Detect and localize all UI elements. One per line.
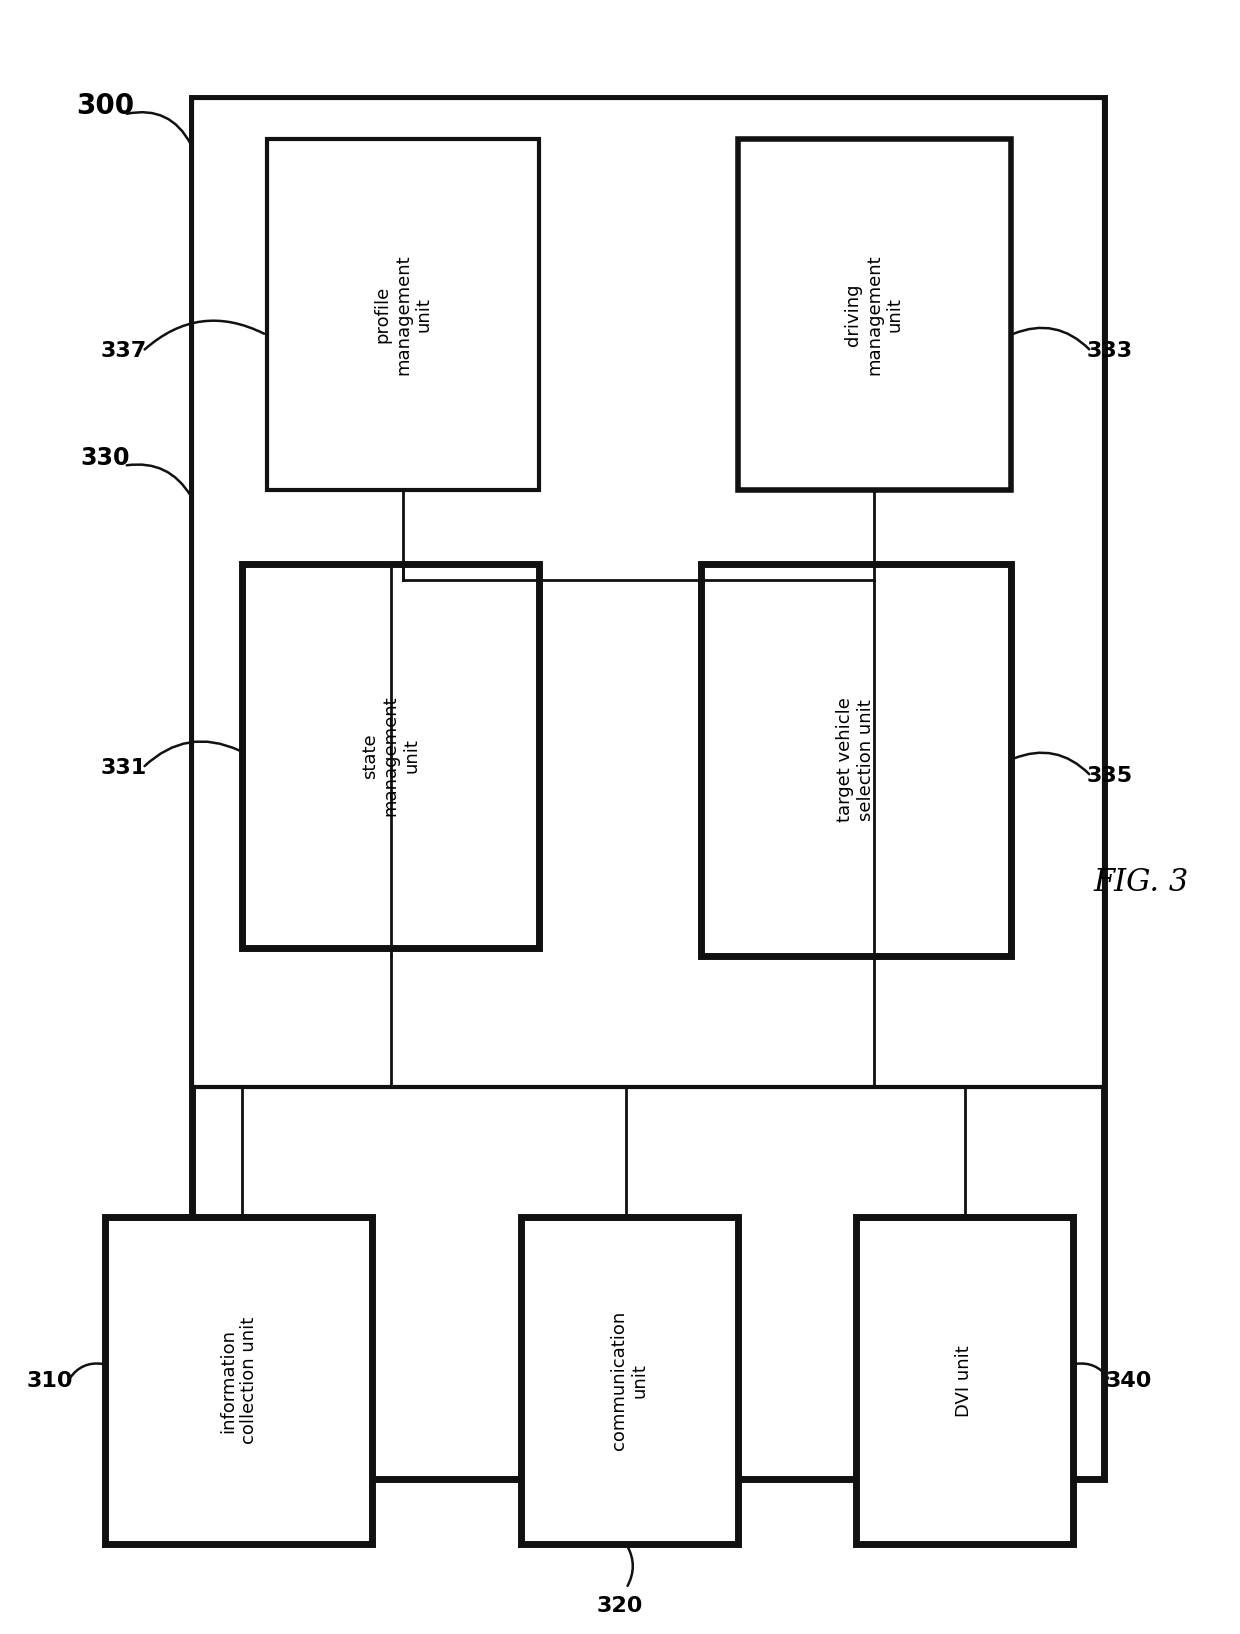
Bar [105, 1217, 372, 1544]
Bar [521, 1217, 738, 1544]
Text: 335: 335 [1086, 766, 1133, 786]
Bar [242, 564, 539, 948]
Text: FIG. 3: FIG. 3 [1094, 868, 1188, 897]
Text: information
collection unit: information collection unit [219, 1317, 258, 1444]
Text: 337: 337 [100, 342, 148, 361]
Text: 330: 330 [81, 446, 130, 469]
Text: 340: 340 [1105, 1371, 1152, 1391]
Bar [192, 98, 1104, 1479]
Text: target vehicle
selection unit: target vehicle selection unit [836, 698, 875, 822]
Text: profile
management
unit: profile management unit [373, 255, 433, 374]
Bar [192, 98, 1104, 1087]
Bar [738, 139, 1011, 490]
Bar [267, 139, 539, 490]
Text: 320: 320 [596, 1596, 644, 1616]
Text: driving
management
unit: driving management unit [844, 255, 904, 374]
Text: state
management
unit: state management unit [361, 696, 420, 815]
Text: 300: 300 [77, 92, 134, 121]
Text: communication
unit: communication unit [610, 1310, 649, 1451]
Text: 333: 333 [1086, 342, 1133, 361]
Text: 331: 331 [100, 758, 148, 778]
Text: 310: 310 [26, 1371, 73, 1391]
Bar [701, 564, 1011, 956]
Bar [856, 1217, 1073, 1544]
Text: DVI unit: DVI unit [955, 1345, 973, 1417]
